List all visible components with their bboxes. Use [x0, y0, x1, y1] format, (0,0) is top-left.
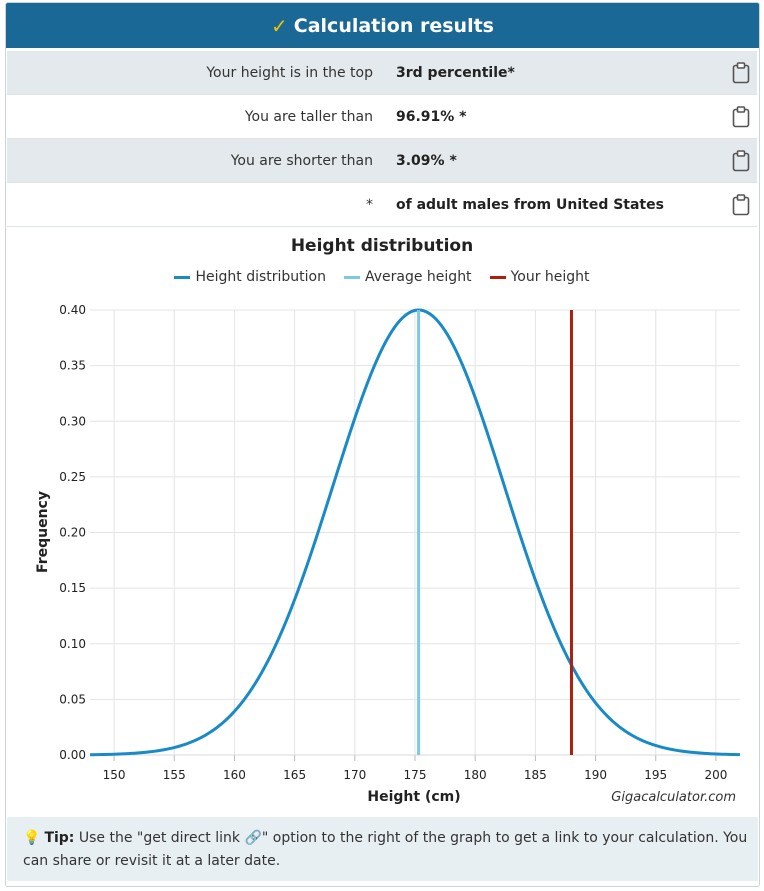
legend-label: Height distribution	[195, 269, 326, 285]
chart-title: Height distribution	[290, 236, 474, 256]
legend-swatch	[174, 275, 191, 279]
y-tick-label: 0.25	[59, 470, 86, 484]
legend-item-average[interactable]: Average height	[343, 269, 472, 285]
x-axis-label: Height (cm)	[367, 789, 460, 805]
y-axis-ticks: 0.00 0.05 0.10 0.15 0.20 0.25 0.30 0.35 0.40	[59, 303, 86, 762]
y-tick-label: 0.30	[59, 414, 86, 428]
result-row-population: * of adult males from United States	[7, 183, 757, 226]
results-panel: ✓ Calculation results Your height is in …	[5, 2, 760, 887]
x-tick-label: 190	[584, 768, 607, 782]
result-row-taller: You are taller than 96.91% *	[7, 95, 757, 138]
result-value: 3.09% *	[396, 152, 457, 169]
legend-item-distribution[interactable]: Height distribution	[174, 269, 326, 285]
y-tick-label: 0.40	[59, 303, 86, 317]
tip-label: Tip:	[44, 830, 75, 846]
tip-box: 💡 Tip: Use the "get direct link 🔗" option…	[7, 817, 758, 881]
result-label: You are taller than	[244, 108, 373, 125]
y-tick-label: 0.00	[59, 748, 86, 762]
divider	[7, 226, 757, 227]
x-axis-ticks: 150 155 160 165 170 175 180 185 190 195 200	[103, 768, 728, 782]
x-tick-label: 180	[464, 768, 487, 782]
legend-item-yours[interactable]: Your height	[489, 269, 590, 285]
check-icon: ✓	[271, 13, 288, 38]
x-tick-label: 155	[163, 768, 186, 782]
clipboard-icon[interactable]	[732, 194, 750, 216]
result-label: You are shorter than	[230, 152, 373, 169]
distribution-curve	[89, 308, 741, 757]
y-axis-label: Frequency	[35, 491, 51, 573]
result-label: Your height is in the top	[206, 64, 373, 81]
legend-label: Your height	[510, 269, 590, 285]
results-title: Calculation results	[293, 14, 494, 37]
divider	[7, 182, 757, 183]
legend-swatch	[343, 275, 360, 279]
y-tick-label: 0.05	[59, 692, 86, 706]
y-tick-label: 0.20	[59, 526, 86, 540]
y-tick-label: 0.35	[59, 359, 86, 373]
clipboard-icon[interactable]	[732, 62, 750, 84]
y-tick-label: 0.15	[59, 581, 86, 595]
chart-grid	[90, 309, 740, 761]
x-tick-label: 200	[704, 768, 727, 782]
x-tick-label: 195	[644, 768, 667, 782]
lightbulb-icon: 💡	[23, 830, 41, 846]
divider	[7, 94, 757, 95]
x-tick-label: 165	[283, 768, 306, 782]
x-tick-label: 185	[524, 768, 547, 782]
divider	[7, 138, 757, 139]
height-distribution-chart: 0.00 0.05 0.10 0.15 0.20 0.25 0.30 0.35 0.40 150…	[35, 303, 741, 805]
chart-legend: Height distribution Average height Your …	[0, 269, 764, 285]
result-value: 96.91% *	[396, 108, 467, 125]
link-icon: 🔗	[244, 830, 262, 846]
clipboard-icon[interactable]	[732, 150, 750, 172]
x-tick-label: 175	[404, 768, 427, 782]
result-label: *	[366, 196, 373, 213]
x-tick-label: 170	[343, 768, 366, 782]
x-tick-label: 160	[223, 768, 246, 782]
result-row-percentile: Your height is in the top 3rd percentile…	[7, 51, 757, 94]
results-header: ✓ Calculation results	[6, 3, 759, 48]
legend-swatch	[489, 275, 506, 279]
tip-text-end: " option to the right of the graph to ge…	[23, 830, 748, 869]
legend-label: Average height	[364, 269, 472, 285]
result-row-shorter: You are shorter than 3.09% *	[7, 139, 757, 182]
tip-text-start: Use the "get direct link	[74, 830, 245, 846]
clipboard-icon[interactable]	[732, 106, 750, 128]
result-value: 3rd percentile*	[396, 64, 515, 81]
y-tick-label: 0.10	[59, 637, 86, 651]
result-value: of adult males from United States	[396, 196, 664, 213]
x-tick-label: 150	[103, 768, 126, 782]
watermark: Gigacalculator.com	[611, 790, 736, 805]
